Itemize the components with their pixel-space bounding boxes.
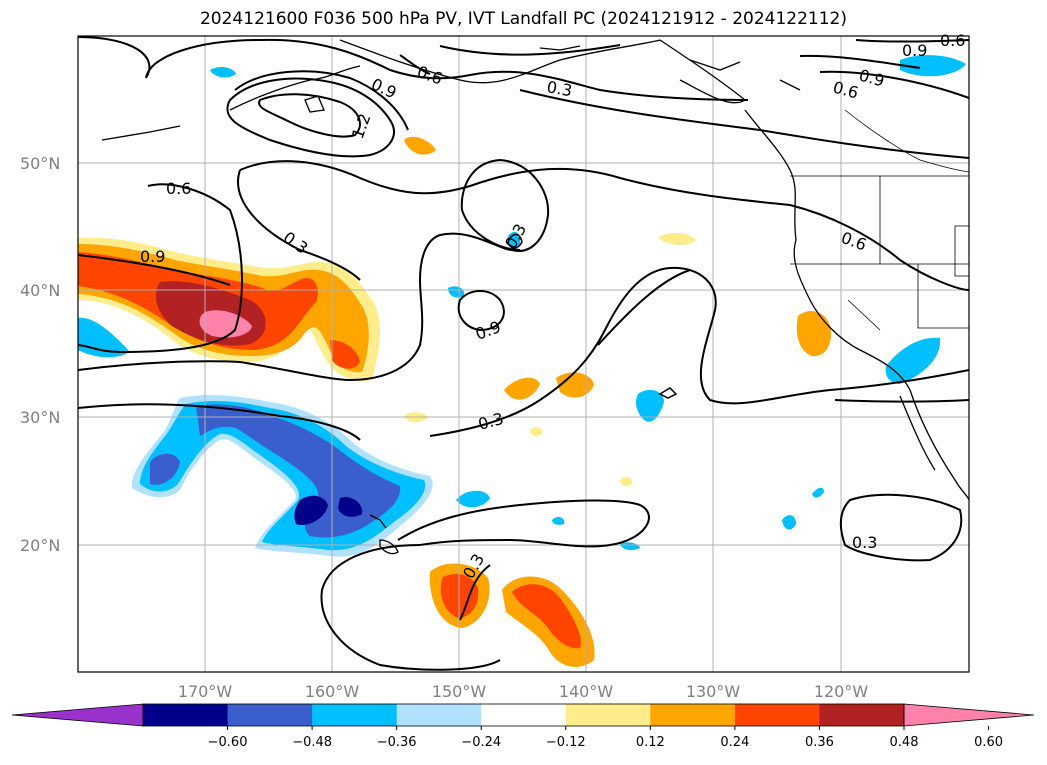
lon-label: 140°W: [559, 682, 614, 701]
colorbar-segment: [650, 704, 736, 726]
contour-label: 0.9: [140, 247, 165, 266]
colorbar-tick-label: −0.48: [292, 735, 332, 750]
contour-label: 0.6: [940, 31, 965, 50]
colorbar-segment: [227, 704, 313, 726]
colorbar-segment: [11, 703, 144, 727]
colorbar: −0.60 −0.48 −0.36 −0.24 −0.12 0.12 0.24 0.36 0.4…: [11, 703, 1035, 750]
colorbar-segment: [481, 704, 567, 726]
colorbar-tick-label: 0.24: [720, 735, 749, 750]
pv-contours: [78, 36, 969, 671]
contour-label: 0.6: [166, 179, 191, 198]
lon-label: 150°W: [432, 682, 487, 701]
lon-label: 120°W: [814, 682, 869, 701]
lon-label: 160°W: [305, 682, 360, 701]
lon-label: 170°W: [178, 682, 233, 701]
colorbar-tick-label: 0.12: [636, 735, 665, 750]
political-borders: [790, 109, 969, 331]
small-contours: [507, 233, 678, 399]
colorbar-tick-label: 0.36: [805, 735, 834, 750]
longitude-labels: 170°W 160°W 150°W 140°W 130°W 120°W: [178, 682, 869, 701]
lon-label: 130°W: [686, 682, 741, 701]
colorbar-segment: [396, 704, 482, 726]
colorbar-segment: [565, 704, 651, 726]
lat-label: 40°N: [20, 281, 60, 300]
colorbar-segment: [819, 704, 905, 726]
colorbar-tick-label: −0.12: [546, 735, 586, 750]
lat-label: 20°N: [20, 536, 60, 555]
colorbar-tick-label: 0.48: [890, 735, 919, 750]
colorbar-segment: [143, 704, 229, 726]
plot-frame: [77, 35, 970, 673]
lat-label: 50°N: [20, 154, 60, 173]
colorbar-tick-label: −0.36: [377, 735, 417, 750]
gridlines: [78, 36, 969, 672]
colorbar-segment: [312, 704, 398, 726]
colorbar-outline: [142, 703, 905, 727]
colorbar-tick-label: 0.60: [974, 735, 1003, 750]
map-title: 2024121600 F036 500 hPa PV, IVT Landfall…: [199, 9, 847, 29]
colorbar-segment: [903, 703, 1035, 727]
colorbar-tick-label: −0.60: [208, 735, 248, 750]
lat-label: 30°N: [20, 408, 60, 427]
contour-label: 0.3: [545, 77, 573, 100]
colorbar-tick-label: −0.24: [461, 735, 501, 750]
colorbar-segment: [734, 704, 820, 726]
contour-label: 0.3: [852, 533, 877, 552]
contour-label: 0.9: [902, 41, 927, 60]
latitude-labels: 50°N 40°N 30°N 20°N: [20, 154, 60, 555]
